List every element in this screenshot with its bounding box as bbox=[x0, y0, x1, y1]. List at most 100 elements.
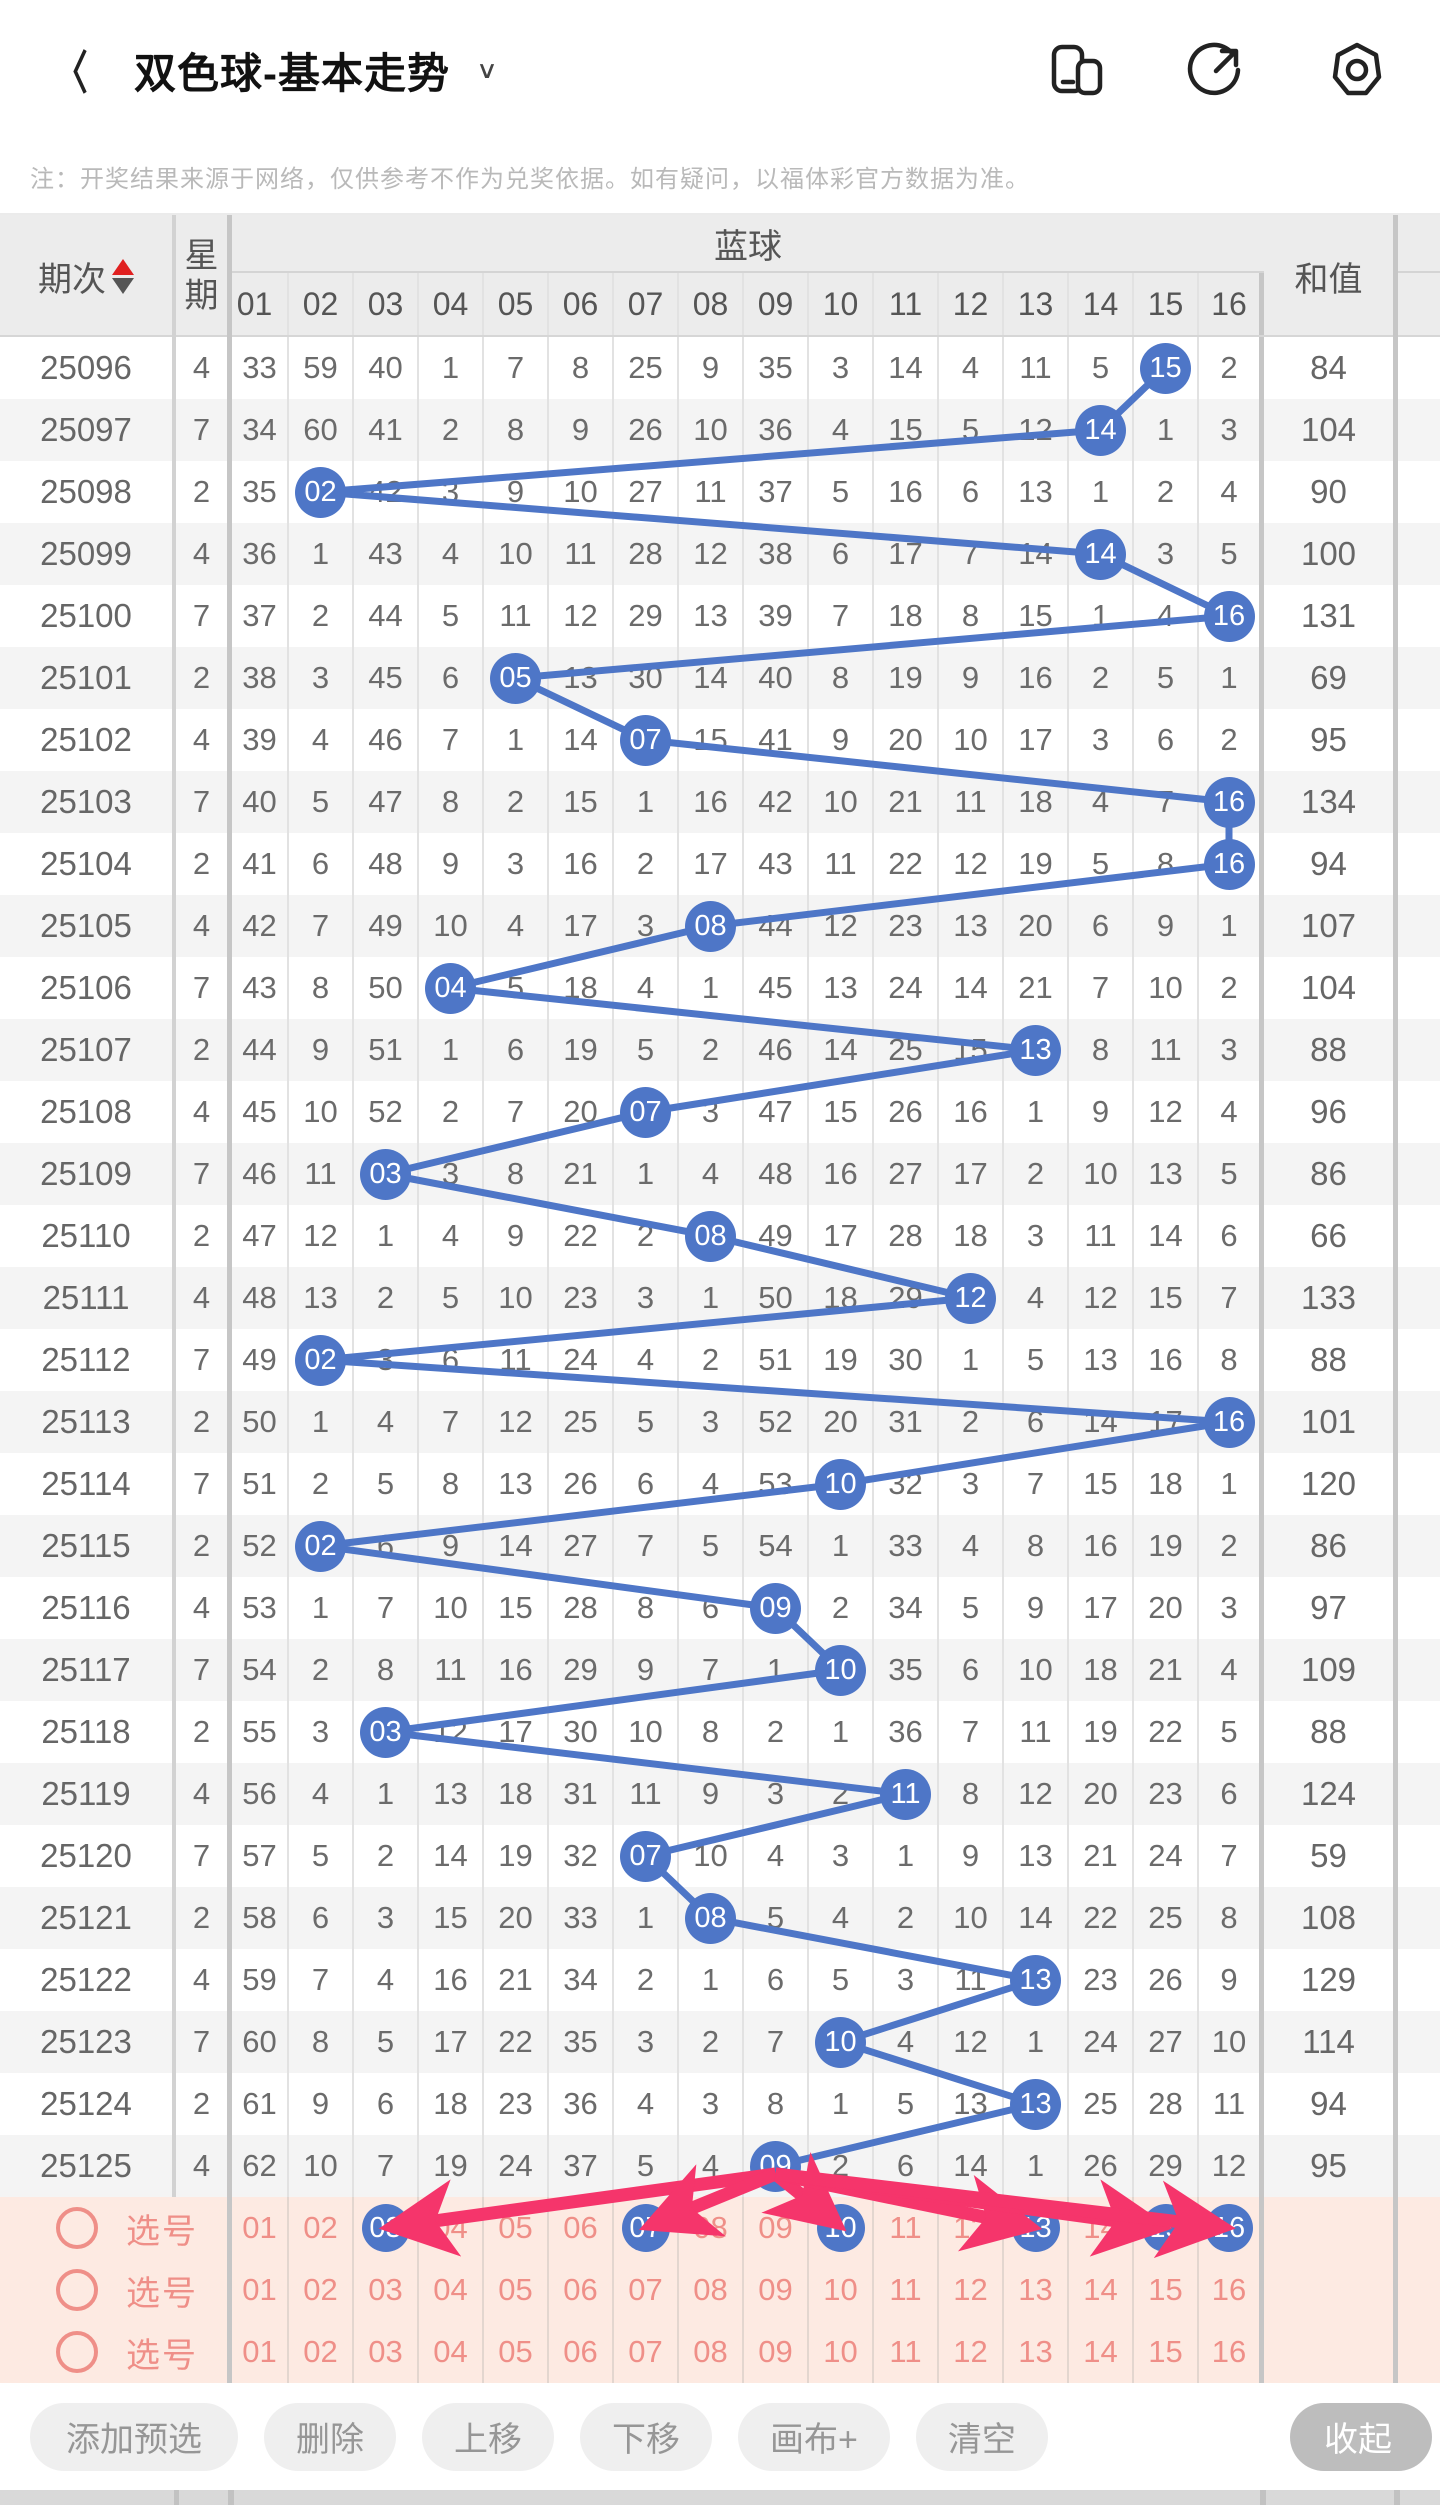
miss-cell: 8 bbox=[1199, 1329, 1264, 1391]
pick-number-11[interactable]: 11 bbox=[874, 2321, 939, 2383]
toolbar-button-3[interactable]: 上移 bbox=[422, 2402, 554, 2471]
pick-number-14[interactable]: 14 bbox=[1069, 2259, 1134, 2321]
period-cell: 25120 bbox=[0, 1825, 176, 1887]
pick-number-15[interactable]: 15 bbox=[1134, 2197, 1199, 2259]
sum-cell: 88 bbox=[1264, 1329, 1398, 1391]
radio-circle-icon[interactable] bbox=[56, 2207, 98, 2249]
pick-number-12[interactable]: 12 bbox=[939, 2321, 1004, 2383]
split-screen-icon[interactable] bbox=[1046, 39, 1108, 101]
pick-number-09[interactable]: 09 bbox=[744, 2197, 809, 2259]
toolbar-button-4[interactable]: 下移 bbox=[580, 2402, 712, 2471]
pick-number-10[interactable]: 10 bbox=[809, 2197, 874, 2259]
toolbar-button-5[interactable]: 画布+ bbox=[738, 2402, 890, 2471]
pick-number-01[interactable]: 01 bbox=[232, 2197, 289, 2259]
toolbar-button-6[interactable]: 清空 bbox=[915, 2402, 1048, 2471]
pick-number-03[interactable]: 03 bbox=[354, 2259, 419, 2321]
picked-ball[interactable]: 03 bbox=[361, 2204, 410, 2252]
pick-number-11[interactable]: 11 bbox=[874, 2259, 939, 2321]
picked-ball[interactable]: 10 bbox=[816, 2204, 865, 2252]
weekday-cell: 7 bbox=[176, 957, 232, 1019]
pick-number-06[interactable]: 06 bbox=[549, 2321, 614, 2383]
pick-number-16[interactable]: 16 bbox=[1199, 2259, 1264, 2321]
pick-number-01[interactable]: 01 bbox=[232, 2259, 289, 2321]
miss-cell: 4 bbox=[679, 1143, 744, 1205]
pick-number-05[interactable]: 05 bbox=[484, 2197, 549, 2259]
pick-number-07[interactable]: 07 bbox=[614, 2197, 679, 2259]
pick-number-12[interactable]: 12 bbox=[939, 2197, 1004, 2259]
selection-row-label[interactable]: 选号 bbox=[0, 2197, 232, 2259]
toolbar-button-1[interactable]: 添加预选 bbox=[30, 2402, 238, 2471]
miss-cell: 2 bbox=[679, 1329, 744, 1391]
miss-cell: 35 bbox=[744, 337, 809, 399]
pick-number-07[interactable]: 07 bbox=[614, 2321, 679, 2383]
pick-number-15[interactable]: 15 bbox=[1134, 2321, 1199, 2383]
pick-number-04[interactable]: 04 bbox=[419, 2259, 484, 2321]
pick-number-02[interactable]: 02 bbox=[289, 2197, 354, 2259]
miss-cell: 6 bbox=[809, 523, 874, 585]
table-row: 25110 2 47 12 1 4 9 22 2 08 49 17 28 18 3 11 14 6 66 bbox=[0, 1205, 1440, 1267]
miss-cell: 20 bbox=[484, 1887, 549, 1949]
miss-cell: 1 bbox=[614, 1143, 679, 1205]
collapse-button[interactable]: 收起 bbox=[1290, 2402, 1432, 2471]
picked-ball[interactable]: 07 bbox=[621, 2204, 670, 2252]
miss-cell: 2 bbox=[809, 1577, 874, 1639]
pick-number-03[interactable]: 03 bbox=[354, 2321, 419, 2383]
picked-ball[interactable]: 13 bbox=[1011, 2204, 1060, 2252]
pick-number-15[interactable]: 15 bbox=[1134, 2259, 1199, 2321]
miss-cell: 12 bbox=[939, 2011, 1004, 2073]
pick-number-07[interactable]: 07 bbox=[614, 2259, 679, 2321]
pick-number-06[interactable]: 06 bbox=[549, 2259, 614, 2321]
trend-cell: 03 bbox=[354, 1701, 419, 1763]
pick-number-03[interactable]: 03 bbox=[354, 2197, 419, 2259]
pick-number-08[interactable]: 08 bbox=[679, 2321, 744, 2383]
pick-number-02[interactable]: 02 bbox=[289, 2321, 354, 2383]
picked-ball[interactable]: 16 bbox=[1205, 2204, 1253, 2252]
radio-circle-icon[interactable] bbox=[56, 2331, 98, 2373]
miss-cell: 28 bbox=[614, 523, 679, 585]
settings-icon[interactable] bbox=[1326, 39, 1388, 101]
picked-ball[interactable]: 15 bbox=[1141, 2204, 1190, 2252]
pick-number-04[interactable]: 04 bbox=[419, 2321, 484, 2383]
pick-number-02[interactable]: 02 bbox=[289, 2259, 354, 2321]
drawn-ball-marker: 14 bbox=[1075, 404, 1126, 456]
back-icon[interactable]: 〈 bbox=[54, 47, 88, 99]
pick-number-14[interactable]: 14 bbox=[1069, 2321, 1134, 2383]
pick-number-10[interactable]: 10 bbox=[809, 2321, 874, 2383]
miss-cell: 33 bbox=[549, 1887, 614, 1949]
period-column-header[interactable]: 期次 bbox=[0, 215, 176, 337]
pick-number-16[interactable]: 16 bbox=[1199, 2321, 1264, 2383]
pick-number-09[interactable]: 09 bbox=[744, 2259, 809, 2321]
pick-number-04[interactable]: 04 bbox=[419, 2197, 484, 2259]
pick-number-14[interactable]: 14 bbox=[1069, 2197, 1134, 2259]
miss-cell: 30 bbox=[614, 647, 679, 709]
miss-cell: 10 bbox=[679, 1825, 744, 1887]
selection-row-label[interactable]: 选号 bbox=[0, 2259, 232, 2321]
miss-cell: 37 bbox=[744, 461, 809, 523]
pick-number-13[interactable]: 13 bbox=[1004, 2259, 1069, 2321]
share-icon[interactable] bbox=[1186, 39, 1248, 101]
pick-number-01[interactable]: 01 bbox=[232, 2321, 289, 2383]
sum-cell: 104 bbox=[1264, 399, 1398, 461]
pick-number-10[interactable]: 10 bbox=[809, 2259, 874, 2321]
toolbar-button-2[interactable]: 删除 bbox=[264, 2402, 396, 2471]
sort-icon[interactable] bbox=[112, 258, 134, 294]
clipped-cell bbox=[1398, 1515, 1440, 1577]
pick-number-05[interactable]: 05 bbox=[484, 2321, 549, 2383]
selection-row-label[interactable]: 选号 bbox=[0, 2321, 232, 2383]
pick-number-05[interactable]: 05 bbox=[484, 2259, 549, 2321]
weekday-cell: 4 bbox=[176, 523, 232, 585]
pick-number-08[interactable]: 08 bbox=[679, 2197, 744, 2259]
radio-circle-icon[interactable] bbox=[56, 2269, 98, 2311]
pick-number-06[interactable]: 06 bbox=[549, 2197, 614, 2259]
chevron-down-icon[interactable]: ∨ bbox=[476, 56, 498, 84]
pick-number-08[interactable]: 08 bbox=[679, 2259, 744, 2321]
miss-cell: 9 bbox=[484, 461, 549, 523]
pick-number-16[interactable]: 16 bbox=[1199, 2197, 1264, 2259]
pick-number-11[interactable]: 11 bbox=[874, 2197, 939, 2259]
pick-number-13[interactable]: 13 bbox=[1004, 2321, 1069, 2383]
pick-number-13[interactable]: 13 bbox=[1004, 2197, 1069, 2259]
pick-number-09[interactable]: 09 bbox=[744, 2321, 809, 2383]
selection-label-text: 选号 bbox=[126, 2336, 198, 2375]
pick-number-12[interactable]: 12 bbox=[939, 2259, 1004, 2321]
period-cell: 25115 bbox=[0, 1515, 176, 1577]
